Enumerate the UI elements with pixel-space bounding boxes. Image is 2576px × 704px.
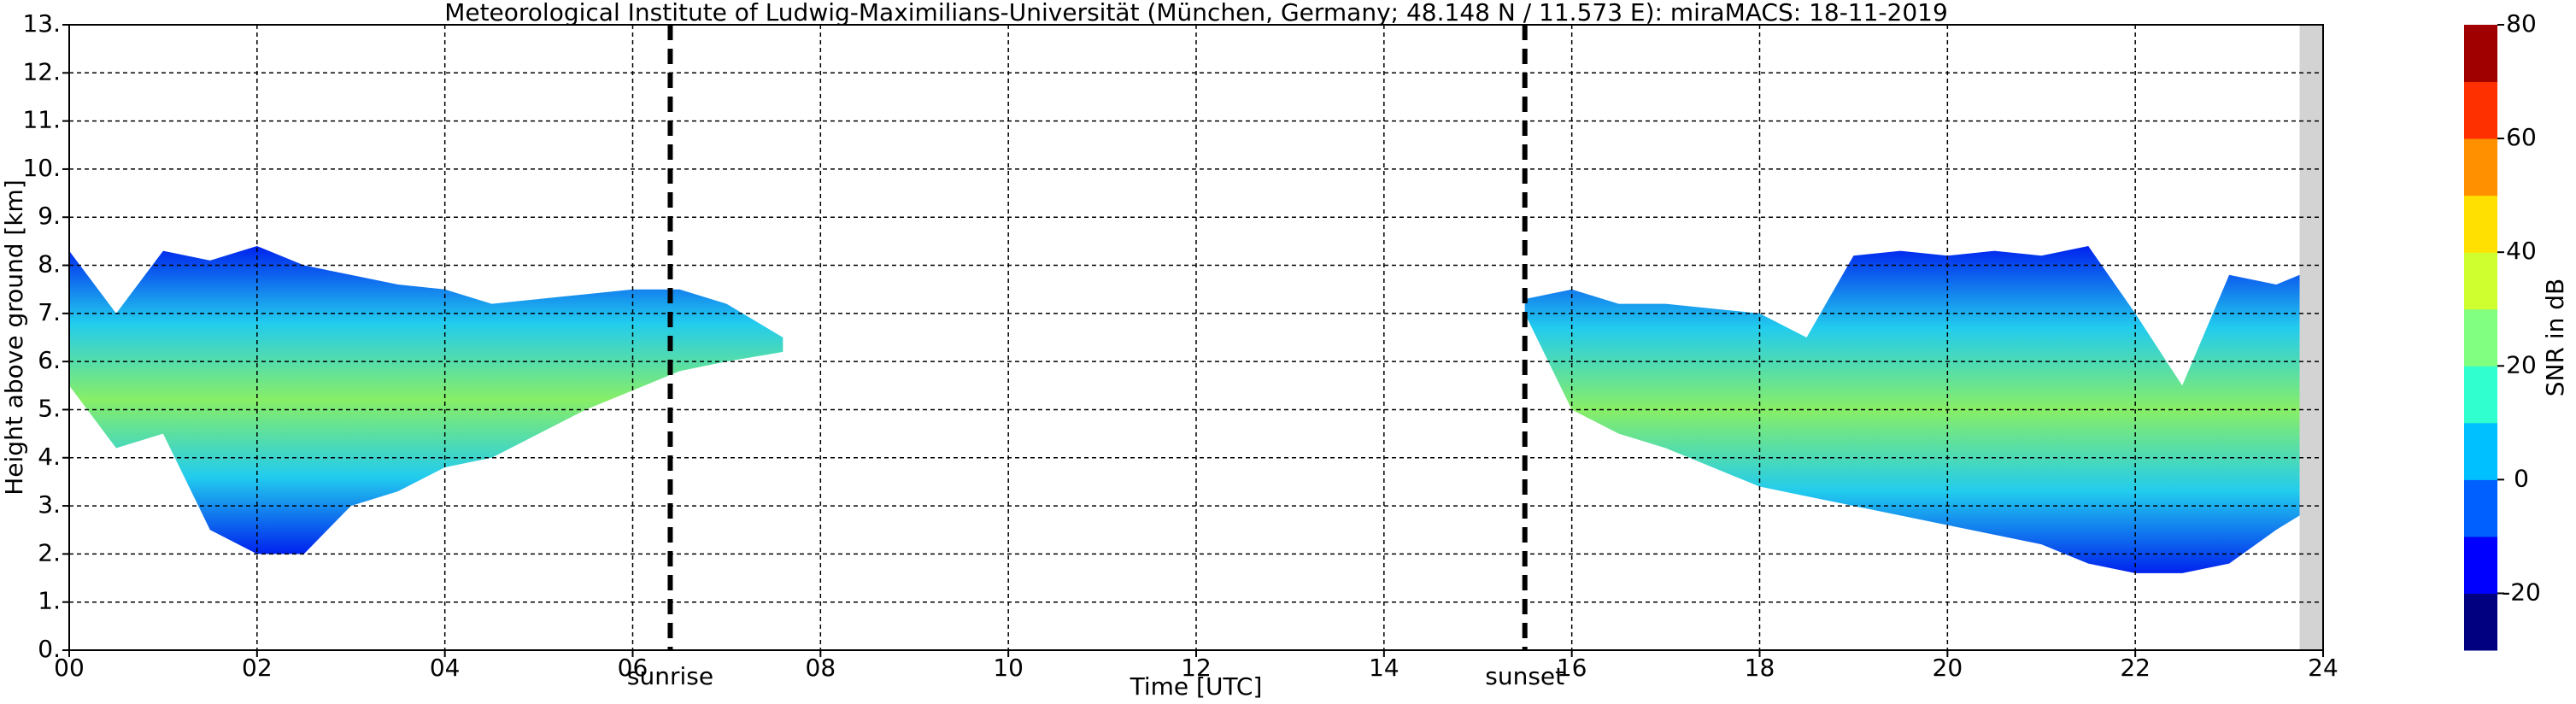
colorbar-segment bbox=[2464, 593, 2497, 651]
colorbar-tick-label: 20 bbox=[2506, 350, 2537, 378]
colorbar-segment bbox=[2464, 138, 2497, 197]
x-tick-label: 16 bbox=[1557, 654, 1587, 682]
y-tick-label: 2. bbox=[38, 538, 61, 566]
y-tick-label: 11. bbox=[22, 106, 61, 134]
colorbar-segment bbox=[2464, 422, 2497, 480]
y-tick-label: 0. bbox=[38, 635, 61, 663]
colorbar-tick-label: 80 bbox=[2506, 9, 2537, 38]
colorbar-tick-label: 40 bbox=[2506, 237, 2537, 265]
no-data-band bbox=[2299, 25, 2323, 650]
x-tick-label: 06 bbox=[618, 654, 648, 682]
event-label: sunset bbox=[1485, 662, 1564, 690]
chart-title: Meteorological Institute of Ludwig-Maxim… bbox=[444, 0, 1948, 26]
x-tick-label: 24 bbox=[2308, 654, 2338, 682]
x-tick-label: 04 bbox=[430, 654, 461, 682]
x-tick-label: 08 bbox=[806, 654, 836, 682]
colorbar-tick-label: -20 bbox=[2502, 578, 2541, 606]
plot-frame bbox=[68, 24, 2324, 651]
y-tick-label: 9. bbox=[38, 202, 61, 230]
colorbar-segment bbox=[2464, 252, 2497, 310]
colorbar-segment bbox=[2464, 536, 2497, 594]
y-tick-label: 7. bbox=[38, 298, 61, 326]
event-label: sunrise bbox=[627, 662, 713, 690]
colorbar-segment bbox=[2464, 366, 2497, 424]
colorbar-tick-label: 0 bbox=[2514, 464, 2529, 492]
colorbar-segment bbox=[2464, 81, 2497, 139]
x-tick-label: 18 bbox=[1745, 654, 1775, 682]
colorbar-label: SNR in dB bbox=[2541, 279, 2569, 396]
y-axis-label: Height above ground [km] bbox=[0, 179, 28, 496]
x-axis-label: Time [UTC] bbox=[1130, 672, 1263, 701]
y-tick-label: 8. bbox=[38, 250, 61, 279]
y-tick-label: 3. bbox=[38, 490, 61, 519]
y-tick-label: 4. bbox=[38, 443, 61, 471]
x-tick-label: 20 bbox=[1933, 654, 1963, 682]
y-tick-label: 1. bbox=[38, 587, 61, 615]
colorbar-tick-label: 60 bbox=[2506, 123, 2537, 151]
y-tick-label: 5. bbox=[38, 394, 61, 422]
colorbar-segment bbox=[2464, 308, 2497, 367]
x-tick-label: 02 bbox=[242, 654, 273, 682]
x-tick-label: 22 bbox=[2120, 654, 2151, 682]
x-tick-label: 12 bbox=[1181, 654, 1212, 682]
y-tick-label: 6. bbox=[38, 346, 61, 374]
y-tick-label: 13. bbox=[22, 9, 61, 38]
y-tick-label: 10. bbox=[22, 154, 61, 182]
colorbar-segment bbox=[2464, 479, 2497, 537]
cloud-echo bbox=[69, 246, 783, 554]
colorbar-segment bbox=[2464, 25, 2497, 83]
y-tick-label: 12. bbox=[22, 57, 61, 85]
x-tick-label: 14 bbox=[1369, 654, 1399, 682]
colorbar-segment bbox=[2464, 195, 2497, 253]
x-tick-label: 10 bbox=[993, 654, 1024, 682]
x-tick-label: 00 bbox=[54, 654, 85, 682]
cloud-echo bbox=[1524, 246, 2300, 573]
